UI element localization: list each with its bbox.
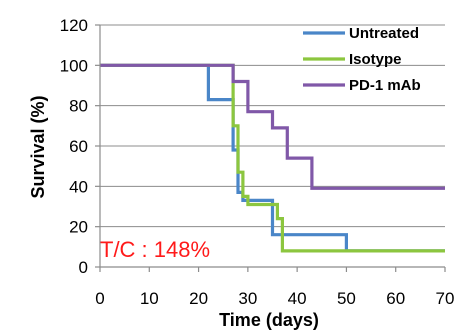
x-tick-label-20: 20 [189, 289, 208, 308]
x-tick-label-0: 0 [95, 289, 104, 308]
x-tick-label-40: 40 [288, 289, 307, 308]
legend-label-pd-1-mab: PD-1 mAb [349, 77, 421, 94]
tc-ratio-annotation: T/C : 148% [100, 237, 210, 262]
x-tick-label-30: 30 [238, 289, 257, 308]
series-line-isotype [100, 63, 445, 253]
y-tick-label-60: 60 [69, 137, 88, 156]
x-tick-label-70: 70 [436, 289, 455, 308]
series-layer [100, 63, 445, 253]
y-tick-label-20: 20 [69, 218, 88, 237]
tick-labels: 0 20 40 60 80 100 120 0 10 20 30 40 50 60 70 [60, 16, 455, 308]
y-tick-label-0: 0 [79, 258, 88, 277]
series-line-untreated [100, 63, 445, 253]
legend-label-isotype: Isotype [349, 51, 402, 68]
axes [95, 24, 446, 272]
x-tick-label-10: 10 [140, 289, 159, 308]
legend-label-untreated: Untreated [349, 25, 419, 42]
y-tick-label-80: 80 [69, 97, 88, 116]
y-tick-label-40: 40 [69, 177, 88, 196]
series-line-pd-1-mab [100, 63, 445, 190]
legend: Untreated Isotype PD-1 mAb [303, 25, 421, 94]
x-tick-label-60: 60 [386, 289, 405, 308]
x-tick-label-50: 50 [337, 289, 356, 308]
x-axis-title: Time (days) [219, 310, 319, 330]
y-axis-title: Survival (%) [28, 95, 48, 198]
y-tick-label-100: 100 [60, 56, 88, 75]
y-tick-label-120: 120 [60, 16, 88, 35]
